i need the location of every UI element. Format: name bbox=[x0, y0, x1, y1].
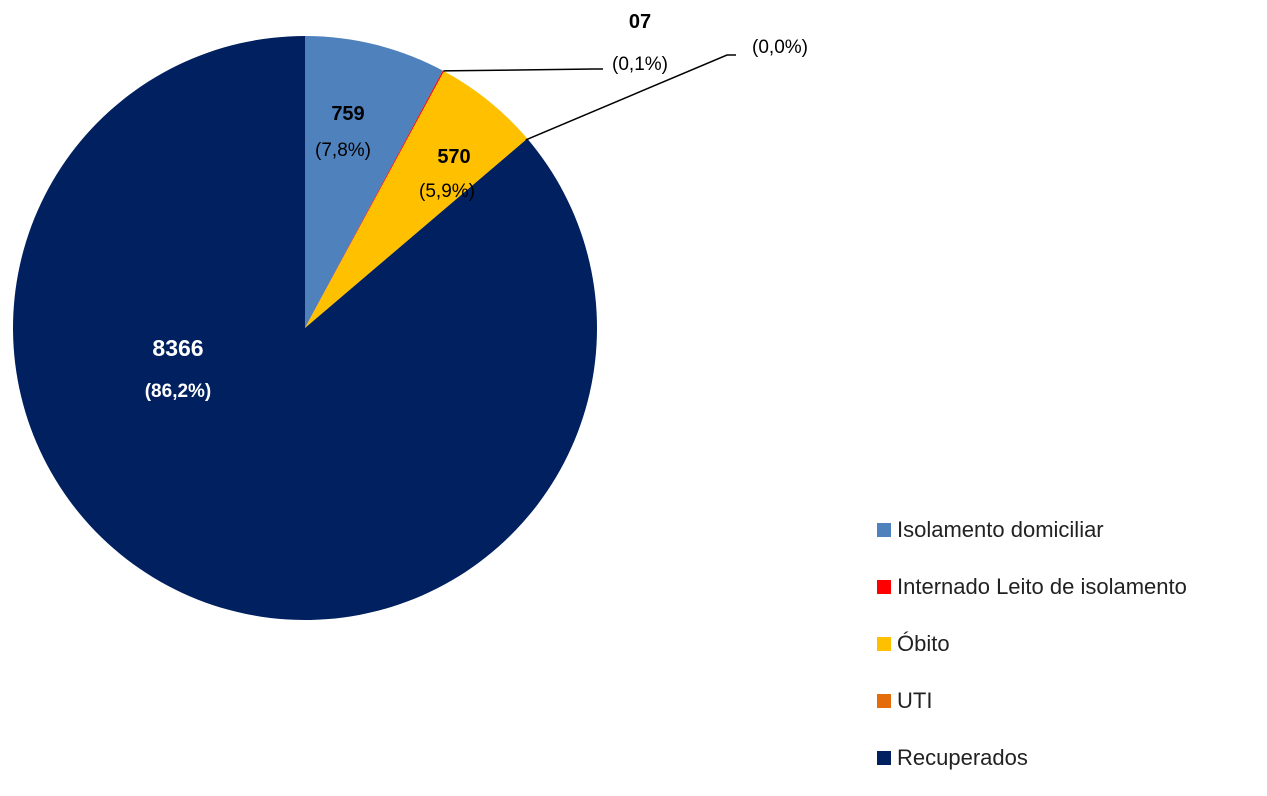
legend-item-uti: UTI bbox=[877, 682, 1262, 719]
pie-slice-2 bbox=[305, 71, 528, 329]
legend-label: Recuperados bbox=[897, 744, 1028, 770]
legend-swatch bbox=[877, 636, 891, 651]
slice-percent-label-uti: (0,0%) bbox=[752, 37, 808, 58]
legend-item-isolamento: Isolamento domiciliar bbox=[877, 511, 1262, 548]
legend-item-internado: Internado Leito de isolamento bbox=[877, 568, 1262, 605]
leader-line-uti bbox=[525, 54, 736, 141]
leader-line-internado bbox=[443, 68, 603, 72]
legend-label: Internado Leito de isolamento bbox=[897, 573, 1187, 599]
slice-percent-label-recuperados: (86,2%) bbox=[145, 381, 212, 402]
pie-chart: 759 (7,8%) 07 (0,1%) 570 (5,9%) (0,0%) 8… bbox=[13, 11, 808, 620]
slice-percent-label-isolamento: (7,8%) bbox=[315, 140, 371, 161]
legend-label: Óbito bbox=[897, 630, 950, 656]
legend-label: Isolamento domiciliar bbox=[897, 516, 1104, 542]
pie-slice-0 bbox=[305, 36, 443, 328]
legend-item-recuperados: Recuperados bbox=[877, 739, 1262, 776]
legend-swatch bbox=[877, 522, 891, 537]
slice-percent-label-internado: (0,1%) bbox=[612, 54, 668, 75]
pie-slice-4 bbox=[13, 36, 598, 620]
legend-swatch bbox=[877, 579, 891, 594]
pie-slices bbox=[13, 36, 598, 620]
leader-lines bbox=[443, 54, 736, 141]
slice-value-label-isolamento: 759 bbox=[331, 103, 364, 125]
legend-label: UTI bbox=[897, 687, 933, 713]
pie-slice-1 bbox=[305, 70, 444, 328]
legend-swatch bbox=[877, 693, 891, 708]
slice-value-label-recuperados: 8366 bbox=[152, 335, 203, 361]
legend: Isolamento domiciliar Internado Leito de… bbox=[877, 511, 1262, 796]
slice-value-label-internado: 07 bbox=[629, 11, 651, 33]
legend-swatch bbox=[877, 750, 891, 765]
slice-percent-label-obito: (5,9%) bbox=[419, 181, 475, 202]
slice-value-label-obito: 570 bbox=[437, 146, 470, 168]
legend-item-obito: Óbito bbox=[877, 625, 1262, 662]
